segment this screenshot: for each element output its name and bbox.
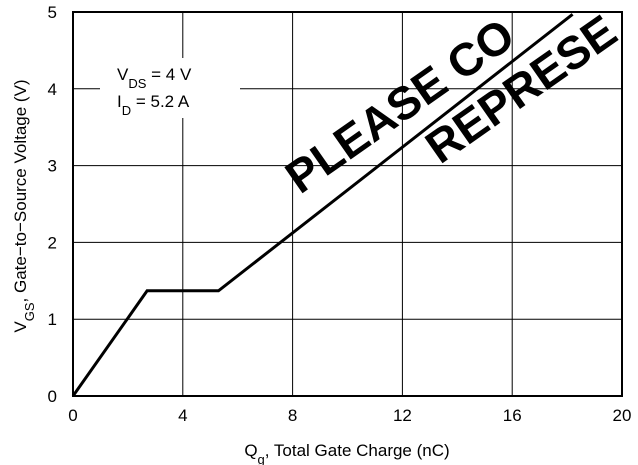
- y-tick-label: 0: [48, 387, 57, 406]
- x-tick-label: 4: [178, 406, 187, 425]
- x-tick-label: 8: [288, 406, 297, 425]
- watermark: PLEASE CO REPRESE: [276, 4, 626, 203]
- x-axis-title: Qg, Total Gate Charge (nC): [244, 441, 449, 465]
- y-tick-label: 5: [48, 3, 57, 22]
- y-tick-label: 3: [48, 157, 57, 176]
- x-tick-label: 12: [393, 406, 412, 425]
- y-tick-label: 4: [48, 80, 57, 99]
- x-tick-label: 16: [503, 406, 522, 425]
- data-series: [71, 13, 574, 397]
- y-axis-title: VGS, Gate−to−Source Voltage (V): [11, 79, 37, 332]
- x-tick-label: 0: [68, 406, 77, 425]
- conditions-box: [100, 58, 240, 118]
- vds-condition-label: VDS = 4 V: [117, 65, 192, 91]
- id-condition-label: ID = 5.2 A: [117, 92, 190, 118]
- x-tick-label: 20: [613, 406, 632, 425]
- plot-frame: [72, 11, 623, 397]
- y-tick-label: 2: [48, 233, 57, 252]
- series-line: [71, 13, 574, 397]
- y-tick-label: 1: [48, 310, 57, 329]
- conditions-annotation: VDS = 4 V ID = 5.2 A: [117, 65, 192, 118]
